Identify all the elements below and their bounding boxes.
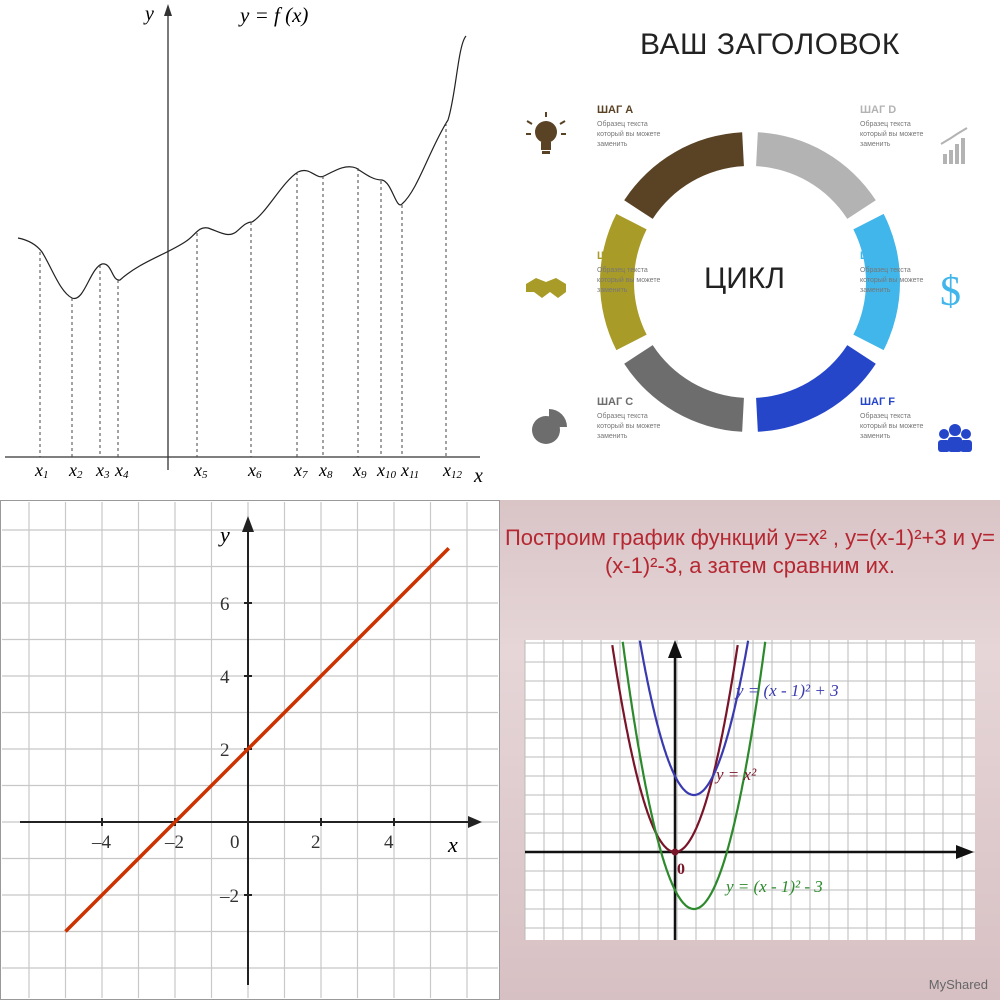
bar-chart-icon (940, 127, 968, 164)
step-f: ШАГ F Образец текста который вы можете з… (860, 396, 932, 442)
x-point-label: x11 (400, 460, 419, 481)
bulb-icon (526, 112, 566, 154)
cycle-center-label: ЦИКЛ (704, 262, 785, 295)
cycle-segment (756, 345, 876, 432)
parabola-curves (611, 640, 767, 911)
cycle-segment (756, 132, 876, 219)
step-f-text: Образец текста который вы можете заменит… (860, 413, 924, 440)
function-curve (17, 35, 467, 299)
step-c-text: Образец текста который вы можете заменит… (597, 413, 661, 440)
linear-graph-panel: x y –4 –2 0 2 4 –2 2 4 6 (0, 500, 500, 1000)
x-point-label: x4 (114, 460, 129, 481)
curve-labels: y = x² y = (x - 1)² + 3 y = (x - 1)² - 3 (714, 681, 839, 896)
x-axis-label: x (447, 832, 458, 857)
drop-lines (39, 123, 447, 457)
cycle-segment (624, 132, 744, 219)
x-axis-arrow (956, 845, 974, 859)
y-axis-label: y (218, 522, 230, 547)
people-icon (938, 424, 972, 452)
step-d-text: Образец текста который вы можете заменит… (860, 121, 924, 148)
function-curve-panel: y x y = f (x) x1 x2 x3 x4 x5 x6 x7 x8 x9 x10 x11 x1… (0, 0, 500, 500)
x-tick-label: –2 (164, 832, 184, 853)
x-point-label: x8 (318, 460, 333, 481)
step-d: ШАГ D Образец текста который вы можете з… (860, 104, 932, 150)
x-point-label: x5 (193, 460, 208, 481)
y-tick-label: 4 (220, 667, 230, 688)
dollar-icon: $ (940, 269, 961, 315)
x-point-label: x1 (34, 460, 49, 481)
cycle-segment (624, 345, 744, 432)
step-f-label: ШАГ F (860, 396, 896, 408)
step-e: ШАГ E Образец текста который вы можете з… (860, 250, 932, 296)
y-tick-label: 6 (220, 594, 230, 615)
x-axis-label: x (473, 465, 483, 487)
step-a-text: Образец текста который вы можете заменит… (597, 121, 661, 148)
step-a: ШАГ A Образец текста который вы можете з… (597, 104, 669, 150)
x-tick-label: 0 (230, 832, 240, 853)
x-point-label: x12 (442, 460, 463, 481)
handshake-icon (526, 278, 566, 298)
parabola-curve (621, 641, 767, 911)
function-curve-chart: y x y = f (x) x1 x2 x3 x4 x5 x6 x7 x8 x9 x10 x11 x1… (5, 3, 483, 487)
step-b-text: Образец текста который вы можете заменит… (597, 267, 661, 294)
pie-icon (532, 409, 567, 444)
x-point-label: x3 (95, 460, 110, 481)
step-c-label: ШАГ C (597, 396, 634, 408)
x-point-label: x9 (352, 460, 367, 481)
x-tick-label: –4 (91, 832, 112, 853)
cycle-segment (853, 213, 900, 351)
watermark: MyShared (928, 977, 988, 992)
step-d-label: ШАГ D (860, 104, 897, 116)
parabola-chart: y = x² y = (x - 1)² + 3 y = (x - 1)² - 3 0 (524, 640, 975, 940)
parabola-curve (638, 640, 750, 797)
x-point-labels: x1 x2 x3 x4 x5 x6 x7 x8 x9 x10 x11 x12 (34, 460, 463, 481)
cycle-ring (600, 132, 900, 432)
step-e-text: Образец текста который вы можете заменит… (860, 267, 924, 294)
axes (525, 640, 974, 940)
cycle-infographic-panel: ВАШ ЗАГОЛОВОК $ ЦИКЛ ШАГ A Образ (500, 0, 1000, 500)
linear-graph-chart: x y –4 –2 0 2 4 –2 2 4 6 (0, 500, 500, 1000)
parabola-title: Построим график функций y=x² , y=(x-1)²+… (504, 525, 995, 578)
grid-lines (2, 502, 498, 998)
curve-label: y = x² (714, 765, 757, 784)
x-point-label: x2 (68, 460, 83, 481)
curve-label: y = (x - 1)² - 3 (724, 877, 823, 896)
x-axis-arrow (468, 816, 482, 828)
x-point-label: x10 (376, 460, 397, 481)
y-axis-label: y (143, 3, 154, 25)
parabola-panel: Построим график функций y=x² , y=(x-1)²+… (500, 500, 1000, 1000)
y-axis-arrow (242, 516, 254, 532)
cycle-segment (600, 213, 647, 351)
infographic-title: ВАШ ЗАГОЛОВОК (640, 28, 900, 61)
step-b-label: ШАГ B (597, 250, 634, 262)
y-tick-label: –2 (219, 886, 239, 907)
vertex-point (671, 848, 679, 856)
cycle-diagram: $ (526, 112, 972, 452)
y-axis-arrow (164, 4, 172, 16)
step-b: ШАГ B Образец текста который вы можете з… (597, 250, 669, 296)
step-e-label: ШАГ E (860, 250, 896, 262)
linear-function-line (64, 547, 450, 933)
x-tick-label: 2 (311, 832, 321, 853)
step-c: ШАГ C Образец текста который вы можете з… (597, 396, 669, 442)
curve-label: y = (x - 1)² + 3 (734, 681, 839, 700)
y-axis-arrow (668, 640, 682, 658)
x-point-label: x6 (247, 460, 262, 481)
y-tick-label: 2 (220, 740, 230, 761)
tick-labels: –4 –2 0 2 4 –2 2 4 6 (91, 594, 395, 907)
function-label: y = f (x) (238, 3, 308, 27)
origin-label: 0 (677, 861, 685, 878)
step-a-label: ШАГ A (597, 104, 634, 116)
x-tick-label: 4 (384, 832, 394, 853)
x-point-label: x7 (293, 460, 308, 481)
